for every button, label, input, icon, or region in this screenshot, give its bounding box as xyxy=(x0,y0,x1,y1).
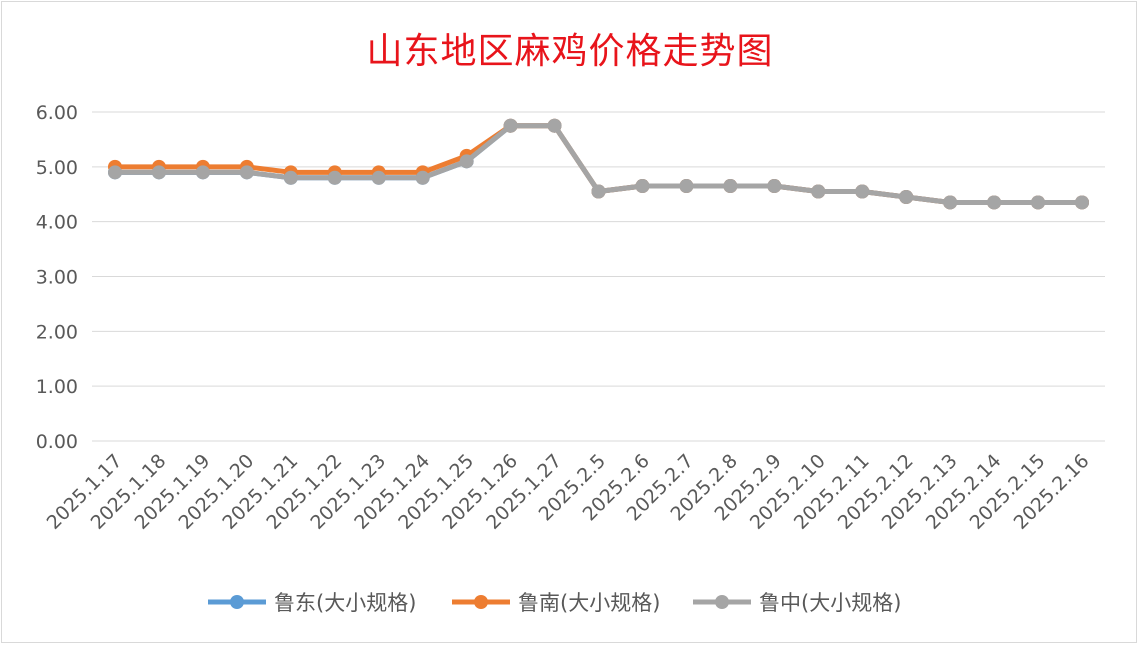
legend-marker xyxy=(230,595,244,609)
data-point xyxy=(1031,195,1046,210)
data-point xyxy=(855,184,870,199)
legend-marker xyxy=(715,595,729,609)
data-point xyxy=(811,184,826,199)
data-point xyxy=(195,165,210,180)
y-tick-label: 2.00 xyxy=(36,321,78,343)
data-point xyxy=(151,165,166,180)
data-point xyxy=(459,154,474,169)
legend-item: 鲁南(大小规格) xyxy=(452,591,660,615)
data-point xyxy=(679,179,694,194)
chart-title: 山东地区麻鸡价格走势图 xyxy=(366,31,774,72)
series-3 xyxy=(108,118,1089,210)
data-point xyxy=(108,165,122,180)
y-tick-label: 5.00 xyxy=(36,157,78,179)
y-tick-label: 4.00 xyxy=(36,212,78,234)
data-point xyxy=(547,118,562,133)
data-point xyxy=(723,179,738,194)
y-tick-label: 0.00 xyxy=(36,431,78,453)
data-point xyxy=(987,195,1002,210)
legend-marker xyxy=(474,595,488,609)
data-point xyxy=(1075,195,1089,210)
x-axis-ticks: 2025.1.172025.1.182025.1.192025.1.202025… xyxy=(43,450,1094,534)
data-point xyxy=(503,118,518,133)
legend: 鲁东(大小规格) 鲁南(大小规格) 鲁中(大小规格) xyxy=(208,591,901,615)
legend-label: 鲁东(大小规格) xyxy=(274,591,416,615)
data-point xyxy=(635,179,650,194)
y-tick-label: 1.00 xyxy=(36,376,78,398)
data-point xyxy=(327,170,342,185)
data-point xyxy=(371,170,386,185)
data-point xyxy=(283,170,298,185)
legend-label: 鲁南(大小规格) xyxy=(518,591,660,615)
data-point xyxy=(239,165,254,180)
legend-label: 鲁中(大小规格) xyxy=(759,591,901,615)
y-tick-label: 6.00 xyxy=(36,102,78,124)
data-point xyxy=(899,189,914,204)
data-point xyxy=(415,170,430,185)
series-layer xyxy=(108,118,1089,210)
legend-item: 鲁中(大小规格) xyxy=(693,591,901,615)
y-tick-label: 3.00 xyxy=(36,267,78,289)
data-point xyxy=(591,184,606,199)
data-point xyxy=(943,195,958,210)
y-axis-ticks: 0.00 1.00 2.00 3.00 4.00 5.00 6.00 xyxy=(36,102,78,453)
legend-item: 鲁东(大小规格) xyxy=(208,591,416,615)
data-point xyxy=(767,179,782,194)
